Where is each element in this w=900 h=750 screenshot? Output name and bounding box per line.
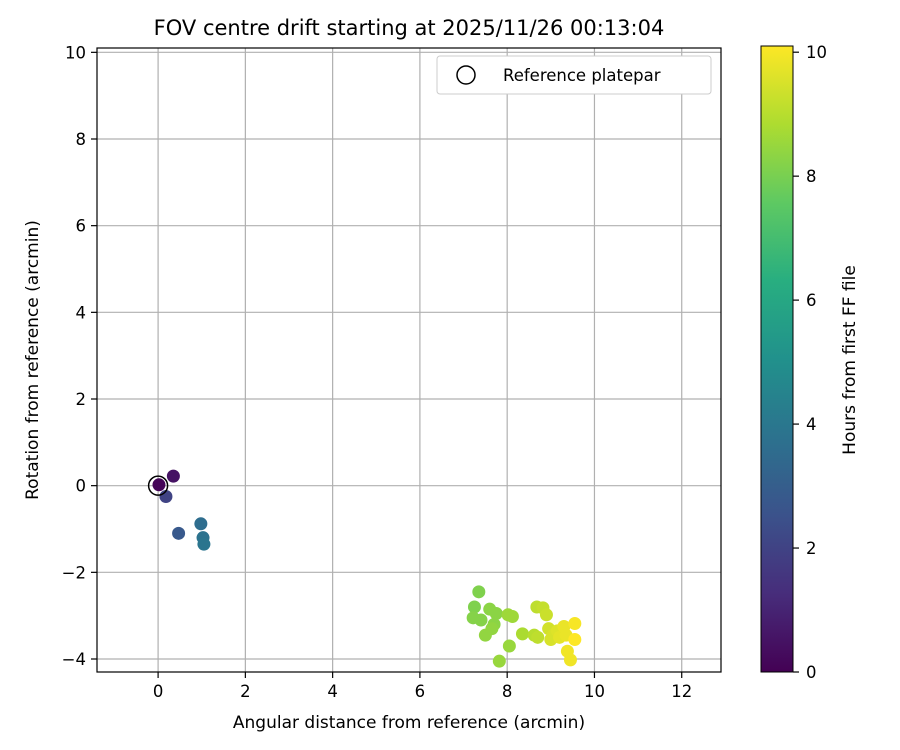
plot-frame [96, 47, 722, 673]
data-point [197, 537, 211, 551]
data-points [147, 469, 582, 668]
colorbar-label: Hours from first FF file [840, 265, 860, 455]
y-tick-label: 4 [76, 303, 87, 322]
colorbar-tick-label: 0 [806, 663, 817, 682]
data-point [568, 633, 582, 646]
legend-reference-marker [456, 65, 476, 85]
chart-title: FOV centre drift starting at 2025/11/26 … [154, 16, 665, 40]
y-tick-label: −2 [62, 563, 86, 582]
colorbar-tick-label: 10 [806, 43, 827, 62]
data-point [531, 630, 545, 644]
x-tick-label: 12 [671, 682, 692, 701]
colorbar-ticks: 0 2 4 6 8 10 [793, 43, 827, 682]
colorbar-gradient [760, 45, 794, 673]
x-tick-label: 10 [584, 682, 605, 701]
data-point [166, 469, 180, 483]
data-point [172, 526, 186, 540]
colorbar-tick-label: 2 [806, 539, 817, 558]
axis-ticks: 0 2 4 6 8 10 12 −4 −2 0 2 4 6 8 10 [62, 43, 693, 701]
data-point [474, 613, 488, 627]
x-tick-label: 0 [153, 682, 164, 701]
x-axis-label: Angular distance from reference (arcmin) [233, 713, 585, 733]
colorbar-tick-label: 6 [806, 291, 817, 310]
data-point [489, 607, 503, 620]
data-point [492, 654, 506, 668]
colorbar-tick-label: 4 [806, 415, 817, 434]
y-tick-label: −4 [62, 650, 86, 669]
data-point [467, 600, 481, 614]
y-axis-label: Rotation from reference (arcmin) [23, 220, 43, 500]
x-tick-label: 8 [502, 682, 513, 701]
data-point [539, 608, 553, 622]
legend: Reference platepar [436, 55, 712, 95]
data-point [505, 610, 519, 624]
data-point [152, 478, 166, 492]
reference-platepar-marker [147, 475, 169, 496]
colorbar-tick-label: 8 [806, 167, 817, 186]
y-tick-label: 6 [76, 217, 87, 236]
data-point [478, 628, 492, 642]
data-point [502, 639, 516, 653]
grid [97, 48, 721, 672]
colorbar: 0 2 4 6 8 10 Hours from first FF file [760, 43, 860, 682]
legend-label: Reference platepar [503, 66, 661, 85]
data-point [568, 616, 582, 630]
data-point [563, 653, 577, 667]
x-tick-label: 4 [327, 682, 338, 701]
y-tick-label: 0 [76, 477, 87, 496]
y-tick-label: 8 [76, 130, 87, 149]
data-point [194, 517, 208, 531]
legend-box [436, 55, 712, 95]
x-tick-label: 6 [415, 682, 426, 701]
y-tick-label: 2 [76, 390, 87, 409]
data-point [472, 585, 486, 599]
y-tick-label: 10 [65, 43, 86, 62]
data-point [515, 627, 529, 641]
x-tick-label: 2 [240, 682, 251, 701]
